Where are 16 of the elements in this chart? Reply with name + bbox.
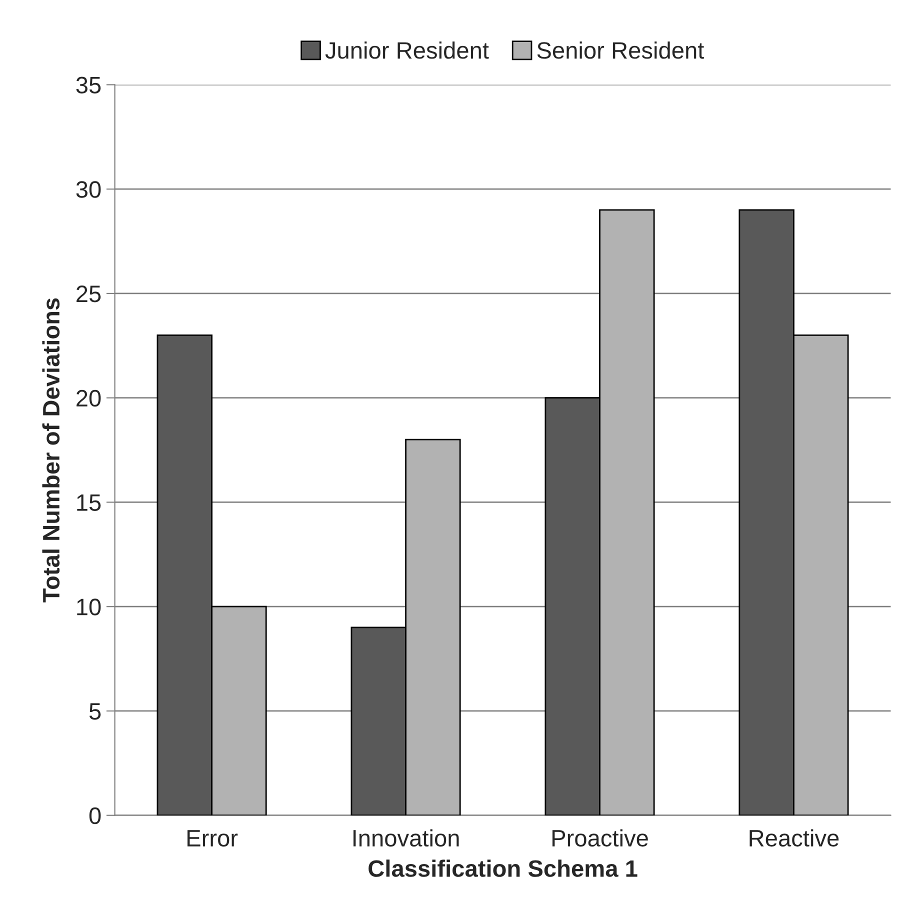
y-axis-title: Total Number of Deviations [42,298,60,602]
legend-label: Junior Resident [325,41,489,59]
x-tick-label: Reactive [750,829,839,847]
legend-label: Senior Resident [537,41,704,59]
y-tick-label: 25 [76,286,101,302]
y-tick-label: 35 [76,76,101,94]
y-tick-label: 10 [77,598,101,616]
y-tick-label: 0 [89,807,101,824]
y-tick-label: 30 [76,181,101,198]
y-tick-label: 15 [77,494,101,512]
x-tick-label: Proactive [552,829,648,847]
y-tick-label: 5 [89,703,101,720]
x-tick-label: Innovation [353,829,459,847]
y-tick-label: 20 [76,390,101,407]
x-tick-label: Error [188,830,238,847]
x-axis-title: Classification Schema 1 [368,860,638,877]
